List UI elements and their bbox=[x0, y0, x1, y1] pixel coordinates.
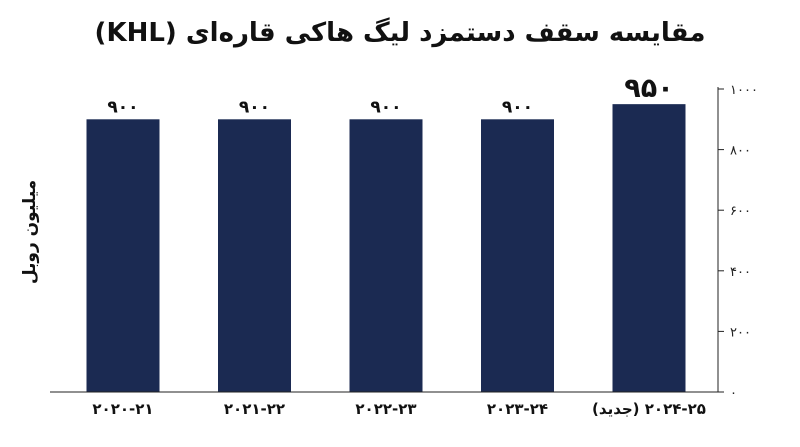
value-label-3: ۹۰۰ bbox=[502, 97, 533, 117]
category-label-4: ۲۰۲۴-۲۵ (جدید) bbox=[592, 400, 706, 418]
y-tick-label-1: ۲۰۰ bbox=[730, 325, 751, 340]
category-label-3: ۲۰۲۳-۲۴ bbox=[487, 400, 548, 418]
bar-4 bbox=[612, 104, 686, 393]
bar-1 bbox=[218, 119, 291, 393]
value-label-0: ۹۰۰ bbox=[107, 97, 138, 117]
y-axis: ۰ ۲۰۰ ۴۰۰ ۶۰۰ ۸۰۰ ۱۰۰۰ bbox=[50, 83, 758, 401]
category-label-2: ۲۰۲۲-۲۳ bbox=[355, 400, 416, 418]
bar-3 bbox=[481, 119, 554, 393]
bar-2 bbox=[349, 119, 423, 393]
y-tick-label-0: ۰ bbox=[730, 386, 737, 401]
category-labels-group: ۲۰۲۰-۲۱ ۲۰۲۱-۲۲ ۲۰۲۲-۲۳ ۲۰۲۳-۲۴ ۲۰۲۴-۲۵ (جدی… bbox=[92, 400, 706, 418]
y-tick-label-2: ۴۰۰ bbox=[730, 265, 751, 280]
category-label-1: ۲۰۲۱-۲۲ bbox=[224, 400, 285, 418]
value-labels-group: ۹۰۰ ۹۰۰ ۹۰۰ ۹۰۰ ۹۵۰ bbox=[107, 73, 673, 117]
value-label-1: ۹۰۰ bbox=[239, 97, 270, 117]
category-label-0: ۲۰۲۰-۲۱ bbox=[92, 400, 153, 418]
y-tick-label-4: ۸۰۰ bbox=[730, 144, 751, 159]
bar-0 bbox=[86, 119, 160, 393]
value-label-2: ۹۰۰ bbox=[370, 97, 401, 117]
chart-title: مقایسه سقف دستمزد لیگ هاکی قاره‌ای (KHL) bbox=[94, 18, 706, 48]
y-tick-label-3: ۶۰۰ bbox=[730, 204, 751, 219]
value-label-4: ۹۵۰ bbox=[624, 73, 673, 104]
bars-group bbox=[86, 104, 686, 393]
y-tick-label-5: ۱۰۰۰ bbox=[730, 83, 758, 98]
